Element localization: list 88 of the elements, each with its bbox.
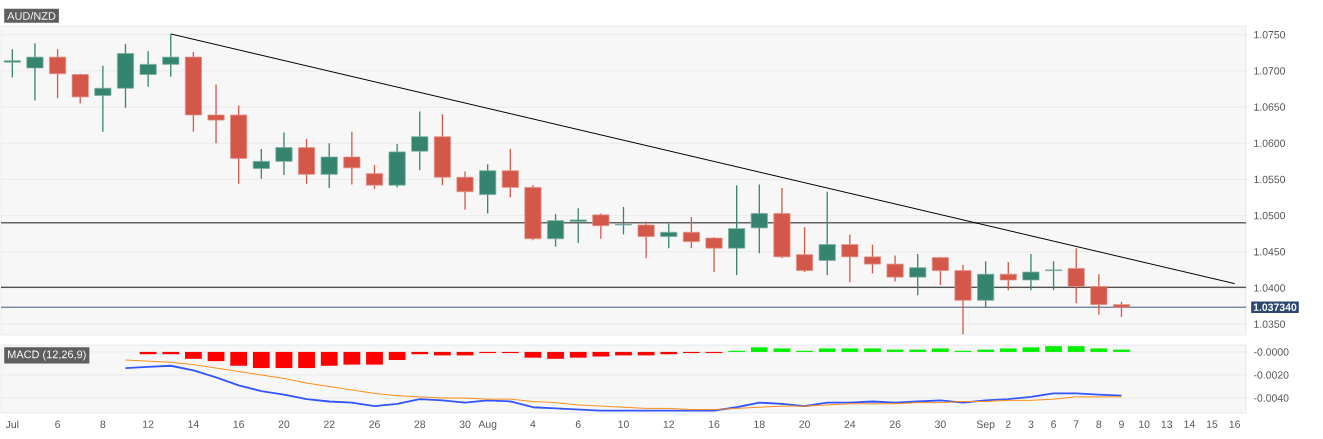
- x-tick-label: 8: [1096, 420, 1102, 428]
- candlestick: [275, 131, 293, 176]
- y-tick-label: 1.0600: [1254, 139, 1286, 147]
- candlestick: [750, 183, 768, 254]
- candlestick: [162, 33, 180, 78]
- x-tick-label: 26: [369, 420, 380, 428]
- x-tick-label: 9: [1119, 420, 1124, 428]
- x-tick-label: 6: [575, 420, 581, 428]
- x-tick-label: 24: [844, 420, 856, 428]
- candlestick: [1045, 260, 1063, 291]
- x-tick-label: 12: [143, 420, 154, 428]
- candlestick: [728, 184, 746, 276]
- chart-title: MACD (12,26,9): [8, 350, 86, 361]
- candlestick: [841, 233, 859, 283]
- candlestick: [592, 212, 610, 240]
- candlestick: [909, 253, 927, 296]
- x-tick-label: 16: [709, 420, 720, 428]
- x-tick-label: 14: [1184, 420, 1195, 428]
- candlestick: [705, 236, 723, 273]
- x-tick-label: 16: [233, 420, 245, 428]
- y-tick-label: -0.0040: [1253, 394, 1289, 402]
- candlestick: [343, 131, 361, 186]
- x-tick-label: 14: [188, 420, 199, 428]
- x-tick-label: 18: [754, 420, 765, 428]
- candlestick: [1022, 253, 1040, 291]
- candlestick: [456, 170, 474, 211]
- x-tick-label: 6: [1051, 420, 1057, 428]
- candlestick: [3, 48, 21, 79]
- candlestick: [139, 50, 157, 88]
- candlestick: [547, 213, 565, 248]
- x-tick-label: Aug: [478, 420, 497, 430]
- y-tick-label: -0.0020: [1253, 371, 1289, 379]
- x-tick-label: 6: [55, 420, 61, 428]
- candlestick: [614, 206, 632, 236]
- candlestick: [26, 42, 44, 102]
- candlestick: [637, 220, 655, 259]
- x-tick-label: 15: [1206, 420, 1218, 428]
- candlestick: [682, 216, 700, 249]
- candlestick: [796, 226, 814, 273]
- candlestick: [501, 148, 519, 199]
- candlestick: [660, 222, 678, 249]
- candlestick: [569, 207, 587, 244]
- candlestick: [1067, 247, 1085, 304]
- y-tick-label: 1.0550: [1254, 175, 1286, 184]
- x-tick-label: 26: [889, 420, 901, 428]
- x-tick-label: Sep: [976, 420, 995, 430]
- y-tick-label: 1.0350: [1254, 320, 1286, 328]
- candlestick: [818, 191, 836, 276]
- x-tick-label: 10: [1139, 420, 1150, 428]
- y-tick-label: 1.0500: [1254, 211, 1286, 220]
- candlestick: [863, 243, 881, 275]
- x-tick-label: 28: [414, 420, 426, 428]
- x-tick-label: 13: [1161, 420, 1173, 428]
- candlestick: [207, 83, 225, 144]
- candlestick: [931, 256, 949, 286]
- x-tick-label: 16: [1229, 420, 1241, 428]
- ref-line-label: 1.037340: [1253, 303, 1297, 311]
- candlestick: [49, 48, 67, 100]
- x-tick-label: 20: [278, 420, 290, 428]
- x-tick-label: 30: [934, 420, 946, 428]
- x-tick-label: 8: [100, 420, 106, 428]
- y-tick-label: 1.0700: [1254, 67, 1286, 75]
- candlestick: [411, 110, 429, 171]
- candlestick: [71, 73, 89, 105]
- candlestick: [1090, 273, 1108, 316]
- y-tick-label: 1.0650: [1254, 103, 1286, 111]
- x-tick-label: 20: [799, 420, 810, 428]
- candlestick: [886, 254, 904, 283]
- x-tick-label: 30: [459, 420, 471, 428]
- x-tick-label: 7: [1073, 420, 1079, 428]
- candlestick: [479, 163, 497, 215]
- y-tick-label: 1.0750: [1254, 30, 1286, 39]
- candlestick: [94, 65, 112, 133]
- candlestick: [365, 164, 383, 190]
- x-tick-label: 22: [323, 420, 335, 428]
- y-tick-label: 1.0450: [1254, 248, 1286, 256]
- x-tick-label: 3: [1028, 420, 1034, 428]
- x-tick-label: 10: [618, 420, 629, 428]
- y-tick-label: -0.0000: [1253, 348, 1289, 356]
- x-tick-label: 2: [1005, 420, 1011, 428]
- x-tick-label: Jul: [5, 420, 19, 429]
- candlestick: [320, 142, 338, 189]
- chart-title: AUD/NZD: [7, 11, 56, 20]
- candlestick: [252, 148, 270, 180]
- candlestick: [999, 261, 1017, 291]
- y-tick-label: 1.0400: [1254, 284, 1286, 292]
- x-tick-label: 4: [530, 420, 536, 428]
- x-tick-label: 12: [663, 420, 675, 428]
